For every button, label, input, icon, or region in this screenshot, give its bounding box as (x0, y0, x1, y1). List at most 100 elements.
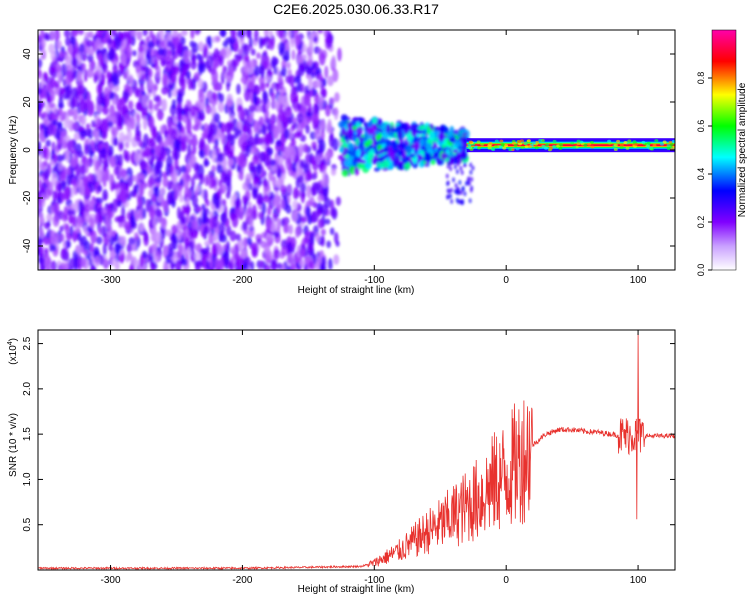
heatmap-cell (221, 199, 227, 207)
heatmap-cell (49, 182, 54, 190)
heatmap-cell (191, 231, 198, 239)
heatmap-cell (226, 75, 232, 84)
heatmap-cell (275, 180, 281, 187)
heatmap-cell (40, 38, 46, 49)
heatmap-cell (471, 165, 475, 171)
heatmap-cell (180, 36, 186, 46)
heatmap-cell (184, 163, 192, 174)
heatmap-cell (101, 62, 108, 74)
heatmap-cell (424, 152, 432, 162)
heatmap-cell (428, 131, 436, 141)
heatmap-cell (51, 244, 57, 252)
heatmap-cell (94, 38, 102, 52)
heatmap-cell (199, 173, 205, 185)
heatmap-cell (213, 58, 219, 69)
heatmap-cell (572, 145, 577, 149)
snr-ytick-label: 2.5 (22, 336, 33, 350)
heatmap-cell (312, 253, 317, 265)
heatmap-cell (290, 263, 296, 270)
heatmap-cell (58, 97, 64, 108)
heatmap-cell (332, 138, 339, 151)
heatmap-cell (114, 242, 121, 255)
heatmap-cell (326, 240, 332, 249)
heatmap-cell (320, 228, 326, 236)
heatmap-cell (50, 50, 57, 62)
heatmap-cell (308, 260, 314, 270)
heatmap-cell (300, 191, 305, 204)
heatmap-cell (72, 95, 80, 108)
heatmap-cell (171, 224, 179, 235)
heatmap-cell (77, 150, 84, 158)
heatmap-cell (66, 172, 72, 187)
heatmap-cell (300, 216, 307, 224)
heatmap-cell (273, 249, 281, 260)
colorbar: 0.0 0.2 0.4 0.6 0.8 Normalized spectral ampl… (696, 29, 748, 276)
heatmap-cell (307, 214, 312, 225)
heatmap-cell (261, 202, 267, 215)
heatmap-cell (152, 126, 157, 140)
heatmap-cell (208, 122, 214, 136)
heatmap-cell (286, 62, 291, 70)
heatmap-cell (541, 145, 546, 149)
heatmap-cell (107, 210, 113, 220)
heatmap-cell (652, 144, 657, 148)
heatmap-cell (41, 89, 48, 100)
snr-multiplier-base: (x104) (7, 338, 19, 365)
heatmap-cell (73, 132, 81, 141)
heatmap-cell (239, 110, 246, 121)
heatmap-cell (253, 65, 261, 77)
heatmap-cell (381, 160, 390, 169)
heatmap-cell (319, 161, 325, 174)
heatmap-cell (199, 137, 206, 150)
heatmap-cell (126, 243, 132, 253)
heatmap-cell (50, 66, 57, 73)
heatmap-cell (46, 213, 53, 222)
heatmap-cell (340, 138, 346, 144)
heatmap-cell (308, 39, 314, 53)
heatmap-cell (312, 201, 318, 209)
heatmap-cell (290, 236, 297, 249)
heatmap-cell (191, 194, 198, 207)
heatmap-cell (123, 83, 131, 93)
heatmap-cell (458, 155, 462, 161)
heatmap-cell (453, 164, 457, 170)
heatmap-cell (512, 141, 517, 145)
heatmap-cell (93, 74, 99, 84)
heatmap-cell (103, 258, 109, 270)
heatmap-cell (93, 246, 100, 258)
heatmap-cell (85, 123, 91, 130)
heatmap-cell (46, 220, 51, 228)
heatmap-cell (245, 173, 252, 185)
heatmap-cell (171, 128, 178, 140)
heatmap-cell (155, 207, 162, 218)
heatmap-cell (292, 211, 299, 222)
heatmap-cell (241, 221, 248, 231)
heatmap-cell (96, 117, 102, 126)
heatmap-cell (276, 202, 281, 214)
heatmap-cell (212, 192, 219, 206)
heatmap-cell (129, 190, 136, 198)
heatmap-cell (149, 137, 156, 148)
heatmap-cell (649, 146, 654, 150)
heatmap-cell (308, 32, 314, 43)
heatmap-cell (42, 145, 48, 159)
heatmap-cell (296, 103, 302, 111)
spectrogram-ytick-label: -20 (22, 190, 33, 205)
heatmap-cell (59, 225, 64, 232)
heatmap-cell (343, 135, 349, 141)
heatmap-cell (450, 187, 454, 193)
snr-ticks: -300 -200 -100 0 100 0.5 1.0 1.5 2.0 2.5 (22, 330, 675, 586)
heatmap-cell (116, 181, 121, 188)
heatmap-cell (139, 255, 144, 268)
heatmap-cell (87, 173, 94, 184)
heatmap-cell (192, 138, 199, 147)
heatmap-cell (140, 57, 147, 66)
heatmap-cell (102, 189, 108, 201)
heatmap-cell (75, 246, 80, 254)
heatmap-cell (291, 49, 296, 61)
heatmap-cell (190, 104, 196, 117)
heatmap-cell (459, 190, 463, 196)
heatmap-cell (430, 159, 436, 166)
heatmap-cell (66, 139, 74, 152)
